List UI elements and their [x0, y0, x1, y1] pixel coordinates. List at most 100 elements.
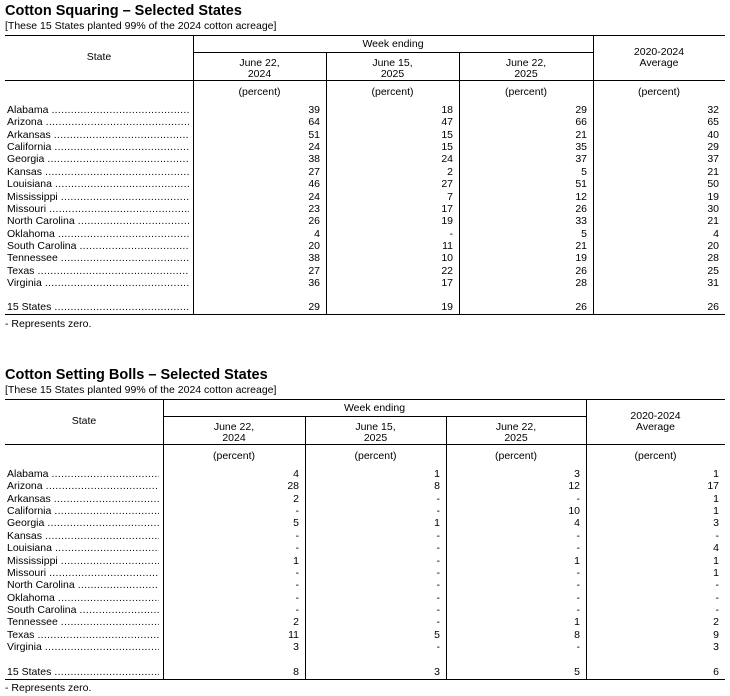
cell-value: 17 [707, 480, 719, 493]
total-row: 15 States [7, 666, 159, 678]
state-name: Alabama [7, 104, 49, 116]
cell-value: 27 [441, 178, 453, 191]
column-header: 2020-2024 [633, 46, 685, 58]
unit-label: (percent) [212, 450, 255, 462]
table-row: North Carolina [7, 215, 189, 227]
cell-value: - [295, 591, 300, 604]
column-divider [593, 35, 594, 314]
dot-leader [45, 277, 189, 289]
cell-value: 4 [293, 468, 299, 480]
column-header: Average [636, 421, 675, 433]
state-name: Kansas [7, 529, 43, 542]
cell-value: - [436, 529, 441, 542]
dot-leader [46, 116, 189, 128]
cell-value: 40 [707, 128, 719, 141]
cell-value: 27 [308, 165, 320, 178]
cell-value: 37 [575, 153, 587, 166]
state-name: Virginia [7, 277, 42, 290]
week-ending-rule [163, 416, 586, 417]
cell-value: 7 [447, 190, 453, 203]
unit-label: (percent) [371, 86, 414, 98]
cell-value: - [436, 641, 441, 654]
unit-label: (percent) [238, 86, 281, 98]
state-name: Arizona [7, 480, 43, 493]
cell-value: 5 [581, 165, 587, 178]
unit-label: (percent) [494, 450, 537, 462]
cell-value: 20 [308, 239, 320, 252]
state-name: California [7, 505, 52, 518]
cell-value: 1 [434, 468, 440, 480]
dot-leader [61, 555, 159, 567]
column-header: 2020-2024 [630, 410, 681, 422]
table-row: Alabama [7, 104, 189, 116]
column-header: 2025 [504, 432, 528, 444]
cell-value: 26 [707, 301, 719, 313]
dot-leader [61, 252, 189, 264]
table-row: California [7, 141, 189, 153]
cell-value: 66 [575, 116, 587, 129]
cell-value: 21 [575, 239, 587, 252]
cell-value: 25 [707, 264, 719, 277]
cell-value: 35 [575, 141, 587, 154]
cell-value: 1 [713, 468, 719, 480]
cell-value: 38 [308, 153, 320, 166]
table-row: Kansas [7, 530, 159, 542]
cell-value: 24 [441, 153, 453, 166]
cell-value: 46 [308, 178, 320, 191]
state-name: North Carolina [7, 579, 75, 592]
state-name: Mississippi [7, 554, 58, 567]
cell-value: 12 [575, 190, 587, 203]
cell-value: 47 [441, 116, 453, 129]
state-name: Oklahoma [7, 591, 55, 604]
cell-value: - [295, 579, 300, 592]
unit-label: (percent) [504, 86, 547, 98]
table-row: Arizona [7, 480, 159, 492]
state-name: Oklahoma [7, 227, 55, 240]
cell-value: 39 [308, 104, 320, 116]
cell-value: 1 [713, 505, 719, 518]
cell-value: 1 [574, 616, 580, 629]
cell-value: 4 [713, 542, 719, 555]
cell-value: 3 [434, 666, 440, 678]
dot-leader [49, 203, 189, 215]
dot-leader [61, 616, 159, 628]
state-name: California [7, 141, 52, 154]
dot-leader [54, 301, 189, 313]
cell-value: 1 [293, 554, 299, 567]
cell-value: 21 [707, 215, 719, 228]
cell-value: - [295, 603, 300, 616]
cell-value: 1 [574, 554, 580, 567]
table-row: Tennessee [7, 252, 189, 264]
state-name: Missouri [7, 202, 47, 215]
cell-value: 5 [581, 227, 587, 240]
cell-value: 3 [713, 517, 719, 530]
state-name: Georgia [7, 153, 45, 166]
cell-value: 10 [568, 505, 580, 518]
cell-value: - [436, 616, 441, 629]
cell-value: - [715, 579, 720, 592]
table-row: Georgia [7, 153, 189, 165]
cell-value: 19 [441, 215, 453, 228]
dot-leader [54, 666, 159, 678]
week-ending-header: Week ending [343, 402, 406, 414]
cell-value: 5 [434, 628, 440, 641]
dot-leader [55, 542, 159, 554]
state-name: Kansas [7, 165, 43, 178]
state-name: Virginia [7, 641, 42, 654]
cell-value: 29 [308, 301, 320, 313]
cell-value: 2 [293, 616, 299, 629]
dot-leader [55, 178, 189, 190]
dot-leader [79, 240, 189, 252]
cell-value: - [436, 591, 441, 604]
state-name: Louisiana [7, 542, 52, 555]
unit-label: (percent) [637, 86, 680, 98]
cell-value: 51 [575, 178, 587, 191]
cell-value: 12 [568, 480, 580, 493]
dot-leader [45, 166, 189, 178]
cell-value: 21 [707, 165, 719, 178]
state-name: Arkansas [7, 128, 51, 141]
dot-leader [79, 604, 159, 616]
dot-leader [37, 265, 189, 277]
column-header: June 22, [495, 421, 537, 433]
dot-leader [47, 517, 159, 529]
